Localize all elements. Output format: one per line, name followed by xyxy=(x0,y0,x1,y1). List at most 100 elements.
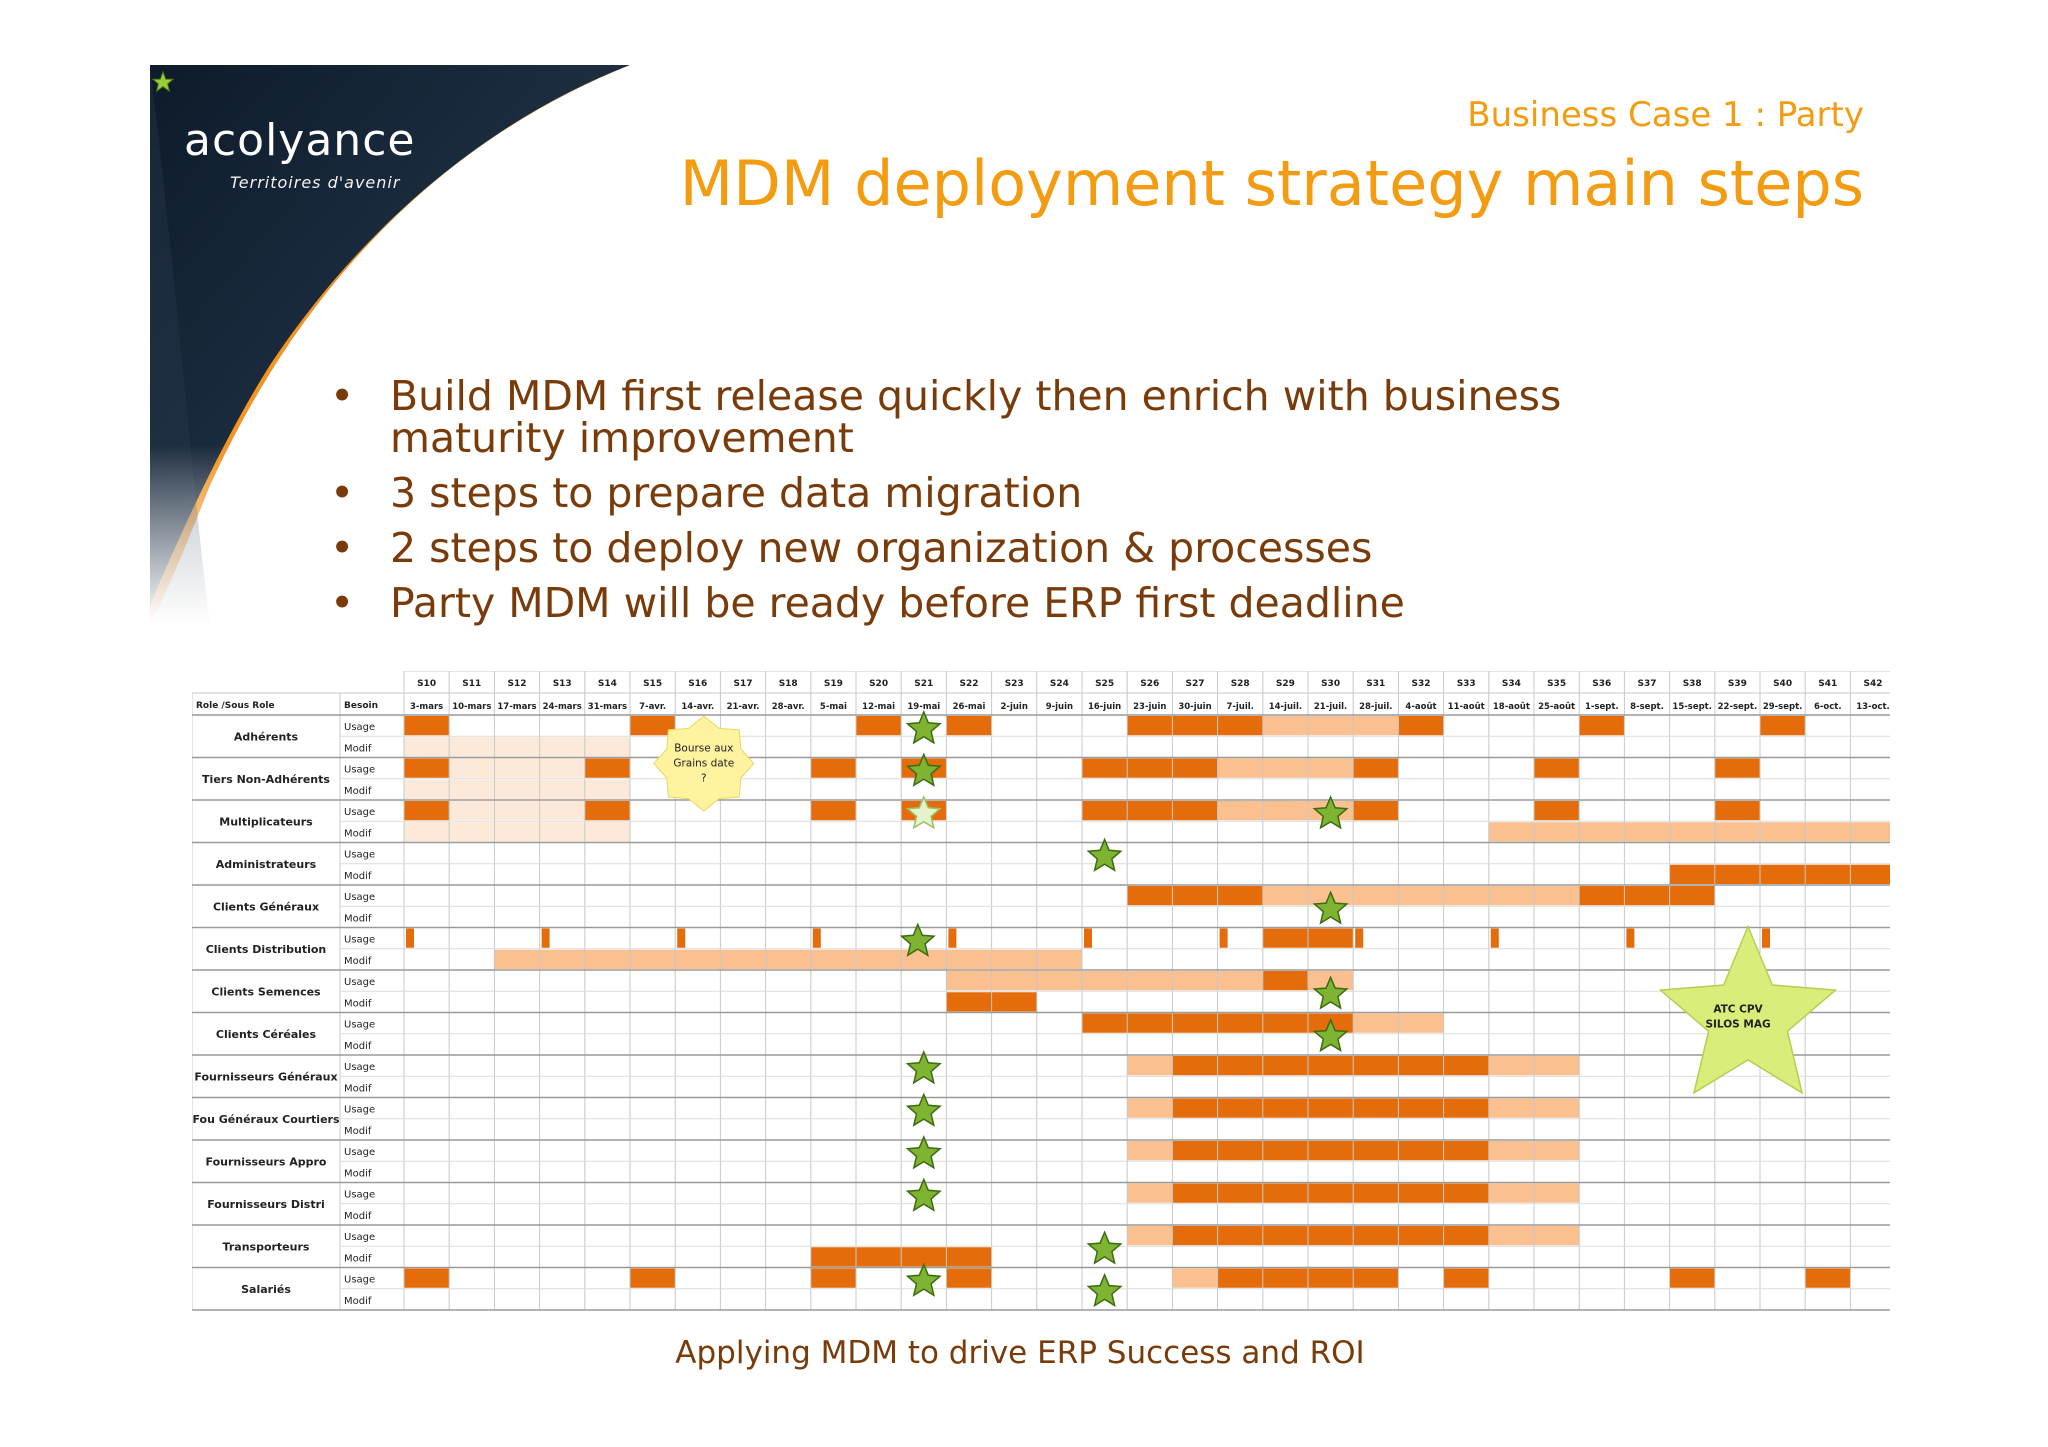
schedule-bar xyxy=(1127,1183,1173,1203)
usage-label: Usage xyxy=(344,850,375,861)
usage-label: Usage xyxy=(344,1147,375,1158)
logo-wordmark: acolyance xyxy=(184,115,416,166)
milestone-star-icon xyxy=(905,710,942,745)
need-header: Besoin xyxy=(344,701,378,711)
schedule-bar xyxy=(1488,886,1534,906)
schedule-bar xyxy=(1850,864,1890,884)
date-label: 11-août xyxy=(1448,702,1485,712)
date-label: 10-mars xyxy=(452,702,491,712)
schedule-bar xyxy=(1353,1098,1399,1118)
modif-label: Modif xyxy=(344,743,372,754)
schedule-bar xyxy=(1443,1226,1489,1246)
usage-label: Usage xyxy=(344,1275,375,1286)
atc-callout-text: ATC CPV xyxy=(1713,1004,1763,1016)
date-label: 14-avr. xyxy=(681,702,714,712)
schedule-bar xyxy=(1217,1226,1263,1246)
date-label: 24-mars xyxy=(543,702,582,712)
schedule-bar xyxy=(630,716,676,736)
schedule-bar xyxy=(856,1247,902,1267)
schedule-tick xyxy=(1084,928,1092,948)
schedule-bar xyxy=(1127,758,1173,778)
bullet-item: 2 steps to deploy new organization & pro… xyxy=(330,527,1730,569)
schedule-bar xyxy=(1669,1268,1715,1288)
bullet-item: Build MDM first release quickly then enr… xyxy=(330,375,1730,459)
schedule-bar xyxy=(1127,1098,1173,1118)
bullet-item: Party MDM will be ready before ERP first… xyxy=(330,582,1730,624)
schedule-bar xyxy=(1760,864,1806,884)
week-label: S37 xyxy=(1637,679,1656,689)
schedule-bar xyxy=(1262,1268,1308,1288)
schedule-tick xyxy=(406,928,414,948)
schedule-bar xyxy=(1217,886,1263,906)
week-label: S30 xyxy=(1321,679,1340,689)
modif-label: Modif xyxy=(344,1168,372,1179)
schedule-tick xyxy=(812,928,821,948)
date-label: 30-juin xyxy=(1178,702,1211,712)
usage-label: Usage xyxy=(344,977,375,988)
week-label: S39 xyxy=(1728,679,1747,689)
schedule-bar xyxy=(810,1268,856,1288)
usage-label: Usage xyxy=(344,722,375,733)
schedule-bar xyxy=(1217,758,1263,778)
week-label: S17 xyxy=(733,679,752,689)
schedule-bar xyxy=(1217,1268,1263,1288)
schedule-bar xyxy=(404,801,450,821)
milestone-star-icon xyxy=(905,1135,942,1170)
schedule-bar xyxy=(404,737,450,757)
schedule-bar xyxy=(1760,716,1806,736)
week-label: S38 xyxy=(1683,679,1702,689)
schedule-bar xyxy=(1082,758,1128,778)
week-label: S10 xyxy=(417,679,436,689)
milestone-star-icon xyxy=(1086,837,1123,872)
schedule-bar xyxy=(494,949,540,969)
schedule-bar xyxy=(1534,822,1580,842)
schedule-bar xyxy=(404,822,450,842)
date-label: 9-juin xyxy=(1046,702,1073,712)
schedule-bar xyxy=(1217,716,1263,736)
schedule-bar xyxy=(1127,1013,1173,1033)
modif-label: Modif xyxy=(344,956,372,967)
schedule-bar xyxy=(584,801,630,821)
schedule-bar xyxy=(1443,1268,1489,1288)
date-label: 8-sept. xyxy=(1630,702,1664,712)
schedule-bar xyxy=(584,822,630,842)
schedule-bar xyxy=(1669,822,1715,842)
schedule-bar xyxy=(494,758,540,778)
week-label: S11 xyxy=(462,679,481,689)
schedule-bar xyxy=(1308,1226,1354,1246)
date-label: 29-sept. xyxy=(1763,702,1803,712)
date-label: 22-sept. xyxy=(1718,702,1758,712)
schedule-bar xyxy=(1262,801,1308,821)
week-label: S18 xyxy=(779,679,798,689)
schedule-tick xyxy=(1355,928,1364,948)
date-label: 25-août xyxy=(1538,702,1575,712)
schedule-bar xyxy=(675,949,721,969)
schedule-bar xyxy=(765,949,811,969)
schedule-bar xyxy=(1398,886,1444,906)
schedule-bar xyxy=(1534,1226,1580,1246)
week-label: S29 xyxy=(1276,679,1295,689)
week-label: S32 xyxy=(1411,679,1430,689)
schedule-bar xyxy=(1579,716,1625,736)
schedule-bar xyxy=(1217,971,1263,991)
schedule-bar xyxy=(1353,1268,1399,1288)
bourse-callout-burst xyxy=(653,715,755,812)
week-label: S19 xyxy=(824,679,843,689)
modif-label: Modif xyxy=(344,871,372,882)
usage-label: Usage xyxy=(344,807,375,818)
schedule-bar xyxy=(1172,1098,1218,1118)
week-label: S21 xyxy=(914,679,933,689)
bourse-callout-text: ? xyxy=(701,773,707,785)
week-label: S24 xyxy=(1050,679,1069,689)
schedule-bar xyxy=(856,949,902,969)
schedule-tick xyxy=(1626,928,1635,948)
schedule-bar xyxy=(1398,1226,1444,1246)
week-label: S16 xyxy=(688,679,707,689)
schedule-bar xyxy=(1805,864,1851,884)
schedule-bar xyxy=(494,801,540,821)
schedule-bar xyxy=(810,1247,856,1267)
logo-tagline: Territoires d'avenir xyxy=(230,173,401,192)
week-label: S22 xyxy=(959,679,978,689)
schedule-bar xyxy=(1443,1183,1489,1203)
schedule-bar xyxy=(1217,1098,1263,1118)
